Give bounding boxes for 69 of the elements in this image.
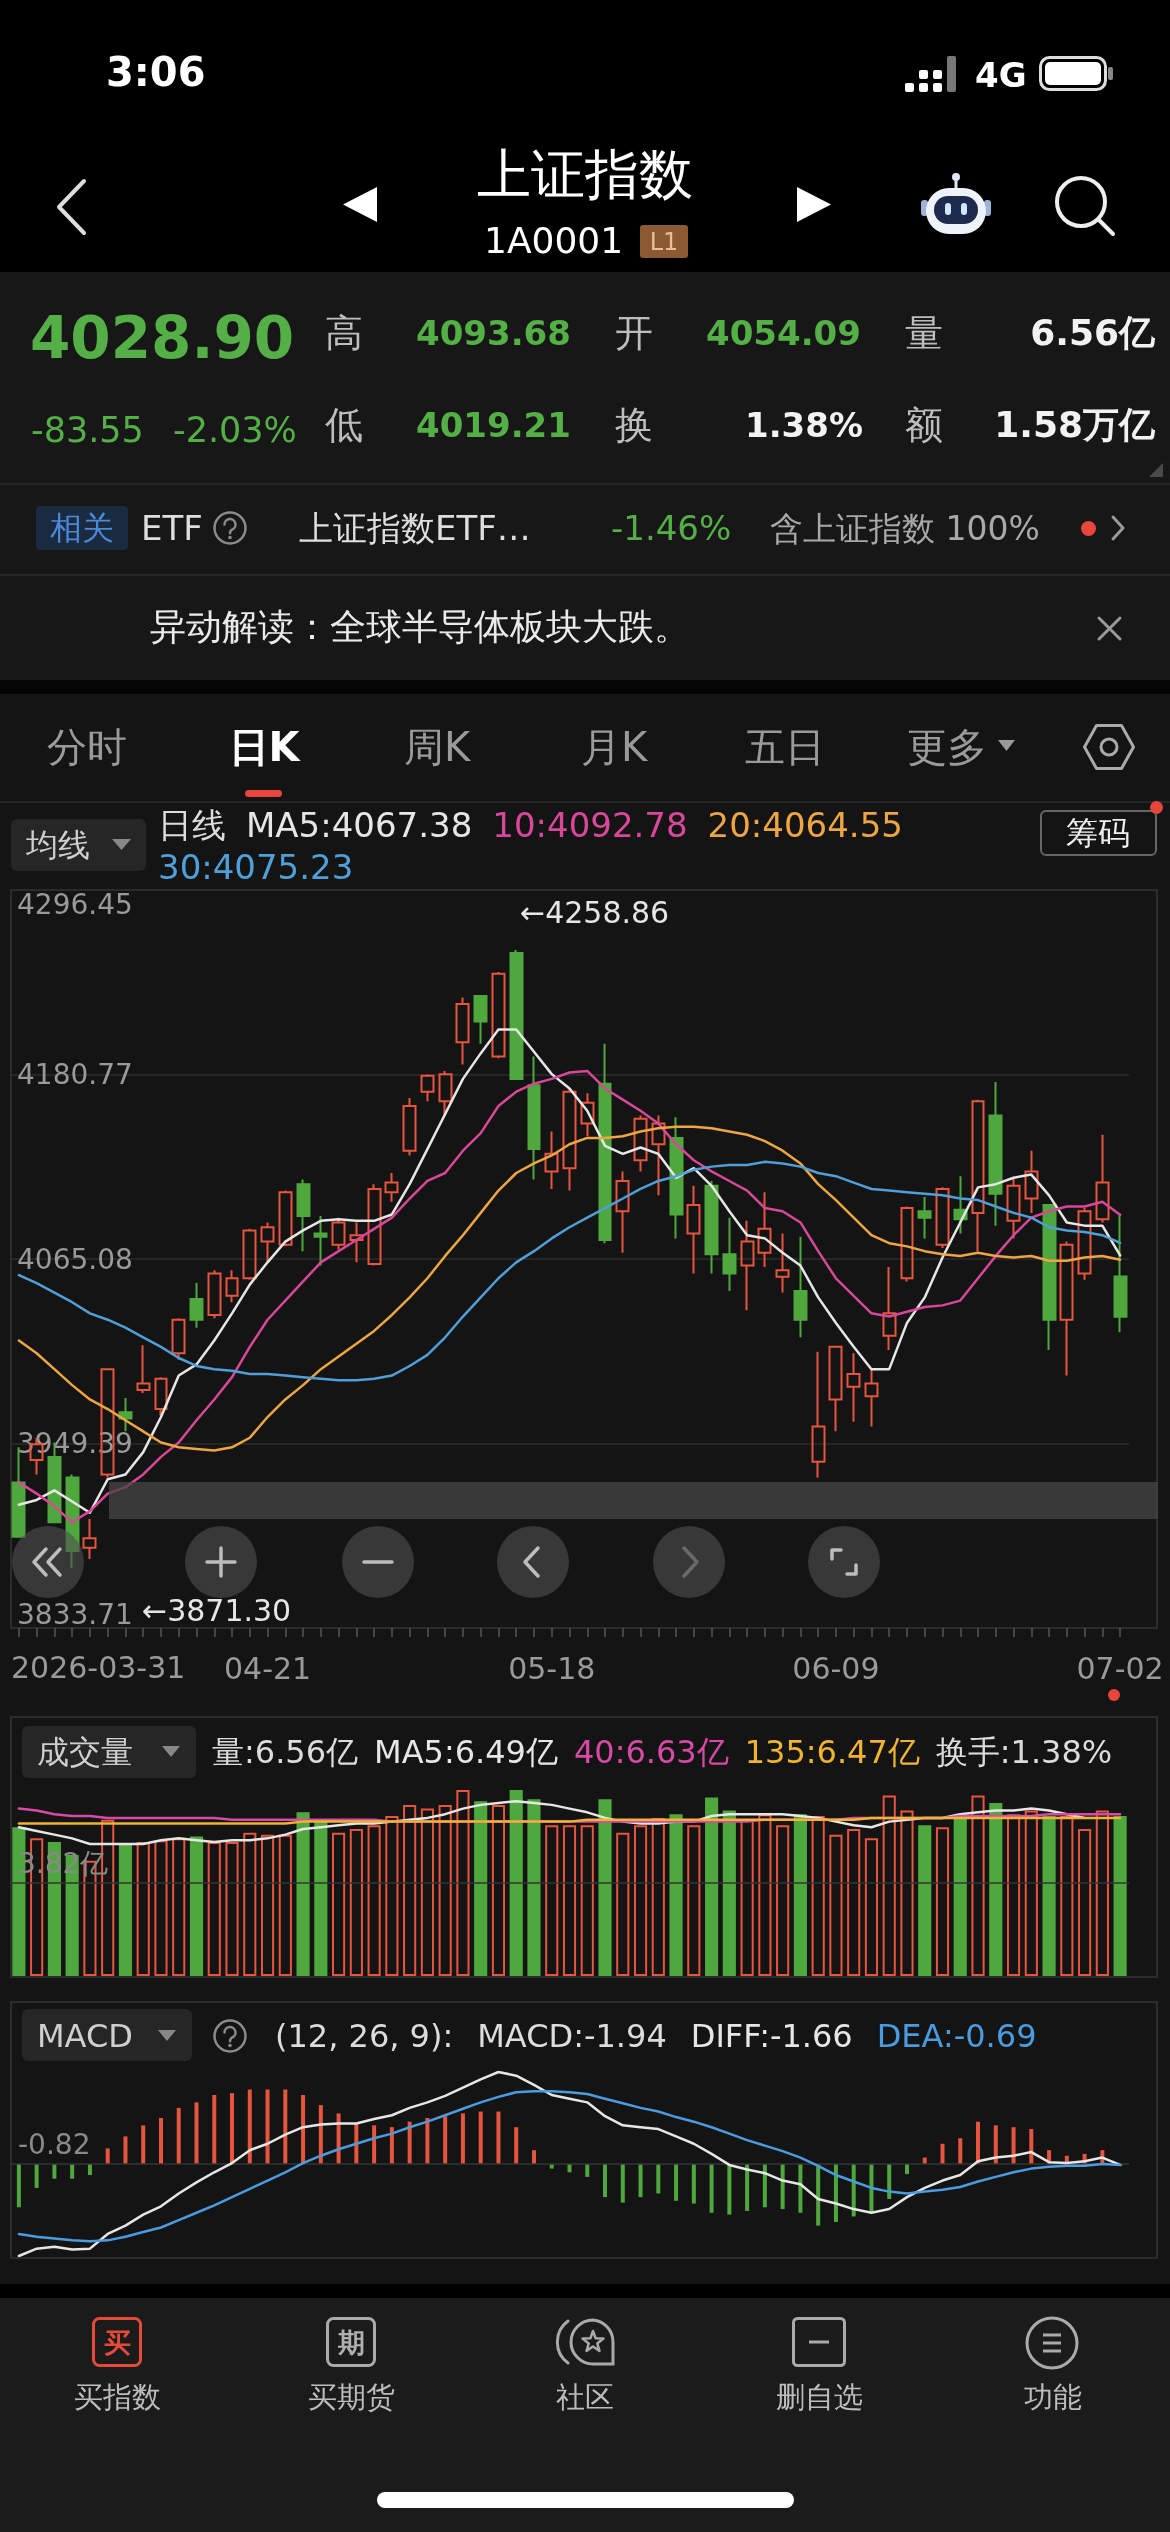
chart-title: 上证指数 bbox=[477, 143, 693, 206]
text: 买指数 bbox=[73, 2379, 161, 2414]
text: 4093.68 bbox=[416, 313, 571, 353]
text: 换手:1.38% bbox=[935, 1733, 1113, 1771]
text: 开 bbox=[615, 311, 653, 355]
text: -2.03% bbox=[173, 409, 297, 450]
y-tick-label: 4180.77 bbox=[17, 1057, 133, 1091]
text: DEA:-0.69 bbox=[876, 2017, 1037, 2055]
text: 社区 bbox=[556, 2379, 614, 2414]
text: 3:06 bbox=[106, 49, 206, 95]
y-tick-label: 4296.45 bbox=[17, 887, 133, 921]
text: 1.58万亿 bbox=[994, 404, 1155, 445]
text: 额 bbox=[905, 403, 943, 447]
text: MA5:4067.38 bbox=[246, 805, 473, 845]
text: 量 bbox=[905, 311, 943, 355]
series-label: 135:6.47亿 bbox=[744, 1733, 920, 1771]
text: 30:4075.23 bbox=[158, 847, 354, 887]
annotation: -0.82 bbox=[18, 2128, 91, 2161]
text: 分时 bbox=[47, 724, 127, 770]
text: ETF bbox=[141, 508, 203, 548]
chart-subtitle: 1A0001 bbox=[484, 220, 624, 261]
text: 均线 bbox=[26, 826, 90, 864]
text: 低 bbox=[325, 403, 363, 447]
text: 删自选 bbox=[775, 2379, 863, 2414]
text: 10:4092.78 bbox=[492, 805, 688, 845]
y-tick-label: 3833.71 bbox=[17, 1597, 133, 1631]
text: 1.38% bbox=[745, 405, 863, 445]
text: 含上证指数 100% bbox=[770, 508, 1040, 548]
text: 量:6.56亿 bbox=[212, 1733, 359, 1771]
text: 筹码 bbox=[1066, 814, 1130, 852]
text: L1 bbox=[649, 228, 679, 256]
legend-title: 日线 bbox=[158, 805, 226, 845]
x-tick-label: 04-21 bbox=[223, 1650, 312, 1686]
text: 高 bbox=[325, 311, 363, 355]
chart-title: 成交量 bbox=[37, 1733, 133, 1771]
text: 买期货 bbox=[307, 2379, 395, 2414]
text: 6.56亿 bbox=[1030, 312, 1155, 353]
text: 买 bbox=[103, 2326, 131, 2358]
x-tick-label: 07-02 bbox=[1076, 1650, 1164, 1686]
series-label: 40:6.63亿 bbox=[573, 1733, 729, 1771]
chart-title: MACD bbox=[37, 2017, 133, 2055]
text: 日K bbox=[228, 724, 300, 770]
text: 相关 bbox=[50, 509, 114, 547]
annotation: ←4258.86 bbox=[520, 895, 670, 930]
text: 4G bbox=[975, 55, 1027, 95]
text: 异动解读：全球半导体板块大跌。 bbox=[150, 606, 690, 647]
text: 换 bbox=[615, 403, 653, 447]
x-tick-label: 05-18 bbox=[508, 1650, 596, 1686]
text: 五日 bbox=[745, 724, 825, 770]
annotation: ←3871.30 bbox=[142, 1593, 292, 1628]
text: -83.55 bbox=[31, 409, 144, 450]
x-tick-label: 06-09 bbox=[792, 1650, 880, 1686]
text: 4028.90 bbox=[30, 304, 295, 372]
text: 4019.21 bbox=[416, 405, 571, 445]
text: -1.46% bbox=[611, 508, 732, 548]
text: 期 bbox=[337, 2326, 365, 2358]
text: DIFF:-1.66 bbox=[690, 2017, 853, 2055]
text: 月K bbox=[580, 724, 648, 770]
text: 2026-03-31 bbox=[11, 1650, 186, 1685]
series-label: MA5:6.49亿 bbox=[374, 1733, 558, 1771]
y-tick-label: 4065.08 bbox=[17, 1242, 133, 1276]
text: 上证指数ETF… bbox=[299, 508, 531, 548]
text: (12, 26, 9): bbox=[275, 2017, 454, 2055]
text: MACD:-1.94 bbox=[477, 2017, 667, 2055]
text: 功能 bbox=[1024, 2379, 1082, 2414]
text: 更多 bbox=[907, 724, 987, 770]
text: 4054.09 bbox=[706, 313, 861, 353]
text: 20:4064.55 bbox=[707, 805, 903, 845]
text: 周K bbox=[403, 724, 471, 770]
